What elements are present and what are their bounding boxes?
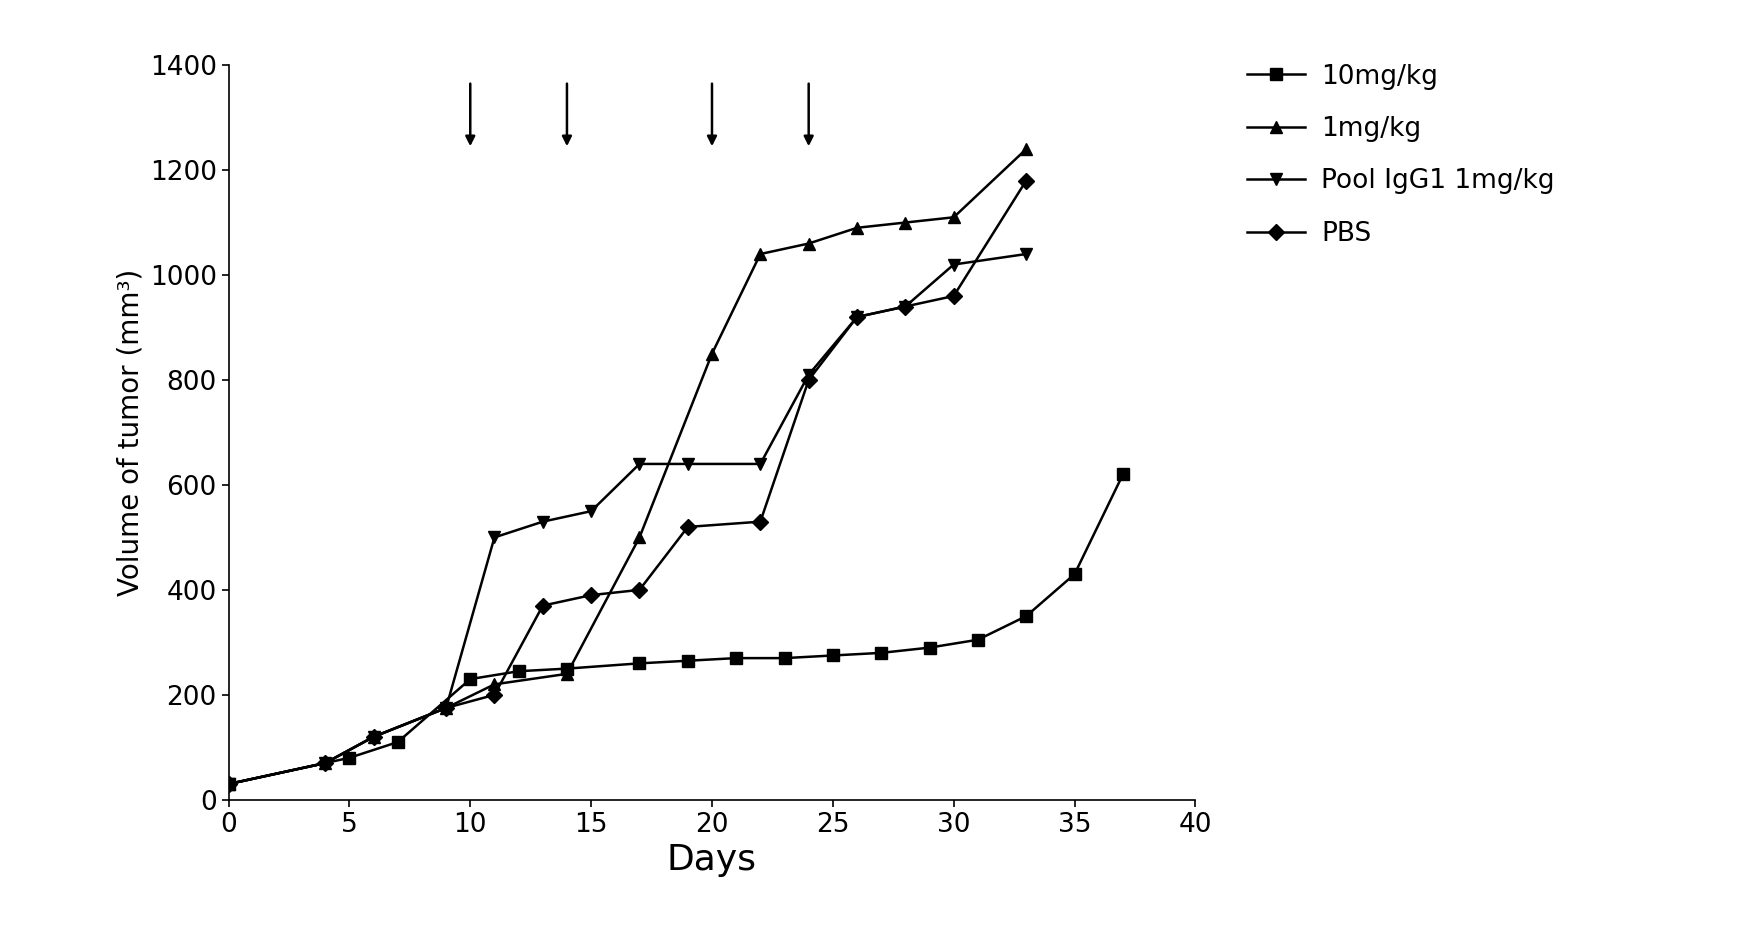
1mg/kg [847, 222, 868, 233]
PBS [1016, 175, 1037, 186]
10mg/kg [1063, 568, 1084, 579]
Pool IgG1 1mg/kg [1016, 248, 1037, 259]
Pool IgG1 1mg/kg [364, 731, 385, 742]
PBS [218, 778, 239, 790]
1mg/kg [218, 778, 239, 790]
10mg/kg [773, 653, 794, 664]
Pool IgG1 1mg/kg [748, 458, 770, 470]
1mg/kg [798, 238, 819, 249]
PBS [436, 702, 457, 713]
PBS [942, 290, 963, 301]
1mg/kg [364, 731, 385, 742]
1mg/kg [629, 532, 650, 543]
Pool IgG1 1mg/kg [315, 757, 336, 768]
Pool IgG1 1mg/kg [436, 702, 457, 713]
PBS [364, 731, 385, 742]
10mg/kg [555, 663, 576, 674]
Pool IgG1 1mg/kg [580, 506, 601, 517]
10mg/kg [339, 752, 360, 764]
1mg/kg [555, 669, 576, 680]
10mg/kg [919, 642, 940, 653]
Pool IgG1 1mg/kg [532, 516, 553, 527]
Pool IgG1 1mg/kg [942, 259, 963, 270]
10mg/kg [387, 737, 408, 748]
Pool IgG1 1mg/kg [798, 369, 819, 380]
10mg/kg [1016, 611, 1037, 622]
PBS [748, 516, 770, 527]
1mg/kg [701, 348, 722, 359]
10mg/kg [508, 666, 529, 677]
10mg/kg [726, 653, 747, 664]
Pool IgG1 1mg/kg [483, 532, 504, 543]
10mg/kg [629, 658, 650, 669]
Y-axis label: Volume of tumor (mm³): Volume of tumor (mm³) [116, 269, 144, 596]
10mg/kg [218, 778, 239, 790]
1mg/kg [942, 212, 963, 223]
10mg/kg [822, 650, 843, 661]
Pool IgG1 1mg/kg [218, 778, 239, 790]
1mg/kg [315, 757, 336, 768]
1mg/kg [748, 248, 770, 259]
Pool IgG1 1mg/kg [847, 312, 868, 323]
Line: 1mg/kg: 1mg/kg [221, 143, 1031, 790]
Line: Pool IgG1 1mg/kg: Pool IgG1 1mg/kg [221, 247, 1031, 790]
Legend: 10mg/kg, 1mg/kg, Pool IgG1 1mg/kg, PBS: 10mg/kg, 1mg/kg, Pool IgG1 1mg/kg, PBS [1247, 63, 1553, 246]
Line: 10mg/kg: 10mg/kg [223, 469, 1128, 790]
PBS [847, 312, 868, 323]
PBS [629, 584, 650, 595]
PBS [532, 600, 553, 611]
10mg/kg [966, 634, 987, 645]
PBS [894, 301, 915, 312]
Pool IgG1 1mg/kg [676, 458, 698, 470]
PBS [580, 590, 601, 601]
Pool IgG1 1mg/kg [629, 458, 650, 470]
10mg/kg [1112, 469, 1133, 480]
Pool IgG1 1mg/kg [894, 301, 915, 312]
PBS [315, 757, 336, 768]
10mg/kg [870, 647, 891, 658]
Line: PBS: PBS [223, 175, 1031, 790]
1mg/kg [1016, 143, 1037, 154]
1mg/kg [894, 217, 915, 228]
1mg/kg [436, 702, 457, 713]
X-axis label: Days: Days [666, 844, 757, 877]
PBS [798, 375, 819, 386]
PBS [483, 689, 504, 700]
1mg/kg [483, 679, 504, 690]
10mg/kg [460, 673, 481, 684]
PBS [676, 522, 698, 533]
10mg/kg [676, 655, 698, 666]
